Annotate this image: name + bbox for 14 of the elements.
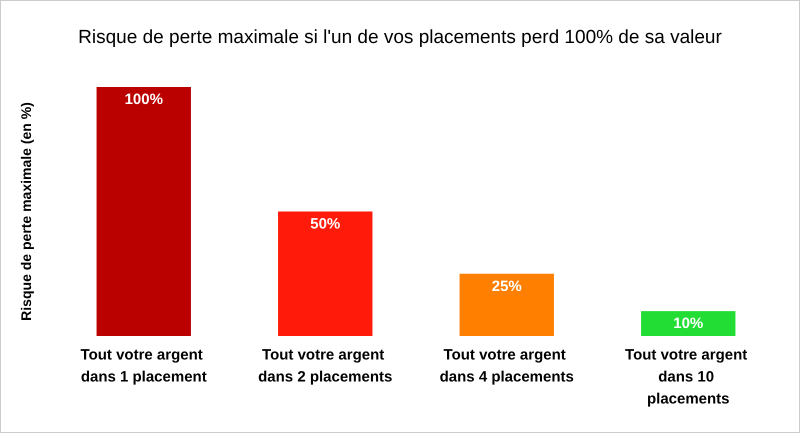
bar [641, 311, 736, 336]
bar [460, 274, 554, 336]
chart-title: Risque de perte maximale si l'un de vos placements perd 100% de sa valeur [78, 27, 722, 48]
data-label: 10% [673, 315, 704, 332]
data-label: 25% [492, 278, 522, 295]
x-tick-label: Tout votre argent dans 10 placements [625, 346, 752, 408]
x-tick-label: Tout votre argent dans 2 placements [258, 346, 392, 386]
x-tick-label: Tout votre argent dans 4 placements [440, 346, 574, 386]
bar [278, 212, 372, 336]
x-tick-label: Tout votre argent dans 1 placement [80, 346, 207, 386]
data-label: 50% [310, 216, 340, 232]
y-axis-title: Risque de perte maximale (en %) [18, 102, 34, 321]
bar [96, 87, 191, 336]
data-label: 100% [124, 91, 163, 108]
